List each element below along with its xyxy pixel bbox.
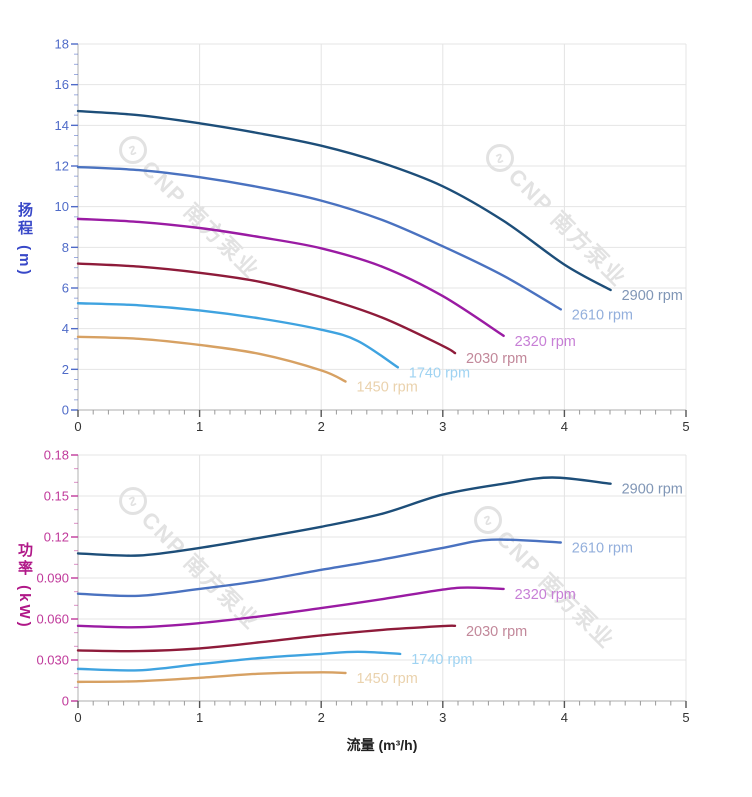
curve-2030-rpm bbox=[76, 624, 457, 653]
series-label-1740-rpm: 1740 rpm bbox=[409, 365, 470, 381]
curve-1740-rpm bbox=[76, 302, 399, 369]
y-tick-label: 18 bbox=[55, 37, 69, 52]
curve-2030-rpm bbox=[76, 262, 457, 355]
curve-2320-rpm bbox=[76, 586, 505, 629]
y-tick-label: 4 bbox=[62, 321, 69, 336]
x-tick-label: 0 bbox=[74, 419, 81, 434]
y-tick-label: 12 bbox=[55, 159, 69, 174]
series-label-2320-rpm: 2320 rpm bbox=[515, 334, 576, 350]
curve-1740-rpm bbox=[76, 650, 402, 672]
series-label-2320-rpm: 2320 rpm bbox=[515, 587, 576, 603]
y-tick-label: 16 bbox=[55, 77, 69, 92]
series-label-2610-rpm: 2610 rpm bbox=[572, 307, 633, 323]
y-axis-title-head: 扬程 (m) bbox=[16, 202, 33, 278]
series-label-2900-rpm: 2900 rpm bbox=[622, 482, 683, 498]
x-tick-label: 4 bbox=[561, 419, 568, 434]
y-axis-title-power: 功率 (kW) bbox=[16, 542, 33, 630]
curve-2900-rpm bbox=[76, 476, 612, 557]
x-axis-title-flow: 流量 (m³/h) bbox=[346, 737, 418, 753]
y-tick-label: 0.18 bbox=[44, 448, 69, 463]
curve-2610-rpm bbox=[76, 538, 562, 598]
series-label-1450-rpm: 1450 rpm bbox=[357, 671, 418, 687]
x-tick-label: 3 bbox=[439, 710, 446, 725]
x-tick-label: 1 bbox=[196, 710, 203, 725]
curve-2320-rpm bbox=[76, 217, 505, 337]
x-tick-label: 1 bbox=[196, 419, 203, 434]
series-label-1740-rpm: 1740 rpm bbox=[411, 652, 472, 668]
y-tick-label: 2 bbox=[62, 362, 69, 377]
y-tick-label: 0.030 bbox=[36, 653, 69, 668]
series-label-1450-rpm: 1450 rpm bbox=[357, 380, 418, 396]
x-tick-label: 4 bbox=[561, 710, 568, 725]
curve-1450-rpm bbox=[76, 335, 347, 383]
power-flow-chart: 0 0.030 0.060 0.090 0.12 0.15 0.18 0 1 2 3 4 5 2900 r… bbox=[36, 448, 689, 726]
series-label-2610-rpm: 2610 rpm bbox=[572, 540, 633, 556]
series-label-2030-rpm: 2030 rpm bbox=[466, 624, 527, 640]
x-tick-label: 2 bbox=[318, 419, 325, 434]
curve-2900-rpm bbox=[76, 109, 612, 292]
y-tick-label: 10 bbox=[55, 199, 69, 214]
y-tick-label: 0.090 bbox=[36, 571, 69, 586]
x-tick-label: 0 bbox=[74, 710, 81, 725]
curve-2610-rpm bbox=[76, 165, 562, 311]
x-tick-label: 3 bbox=[439, 419, 446, 434]
x-tick-label: 2 bbox=[318, 710, 325, 725]
series-label-2030-rpm: 2030 rpm bbox=[466, 351, 527, 367]
y-tick-label: 14 bbox=[55, 118, 69, 133]
x-tick-label: 5 bbox=[682, 710, 689, 725]
x-tick-label: 5 bbox=[682, 419, 689, 434]
curve-1450-rpm bbox=[76, 671, 347, 684]
y-tick-label: 0 bbox=[62, 403, 69, 418]
y-tick-label: 0.15 bbox=[44, 489, 69, 504]
y-tick-label: 0.060 bbox=[36, 612, 69, 627]
y-tick-label: 6 bbox=[62, 281, 69, 296]
series-label-2900-rpm: 2900 rpm bbox=[622, 288, 683, 304]
y-tick-label: 0 bbox=[62, 694, 69, 709]
y-tick-label: 8 bbox=[62, 240, 69, 255]
y-tick-label: 0.12 bbox=[44, 530, 69, 545]
